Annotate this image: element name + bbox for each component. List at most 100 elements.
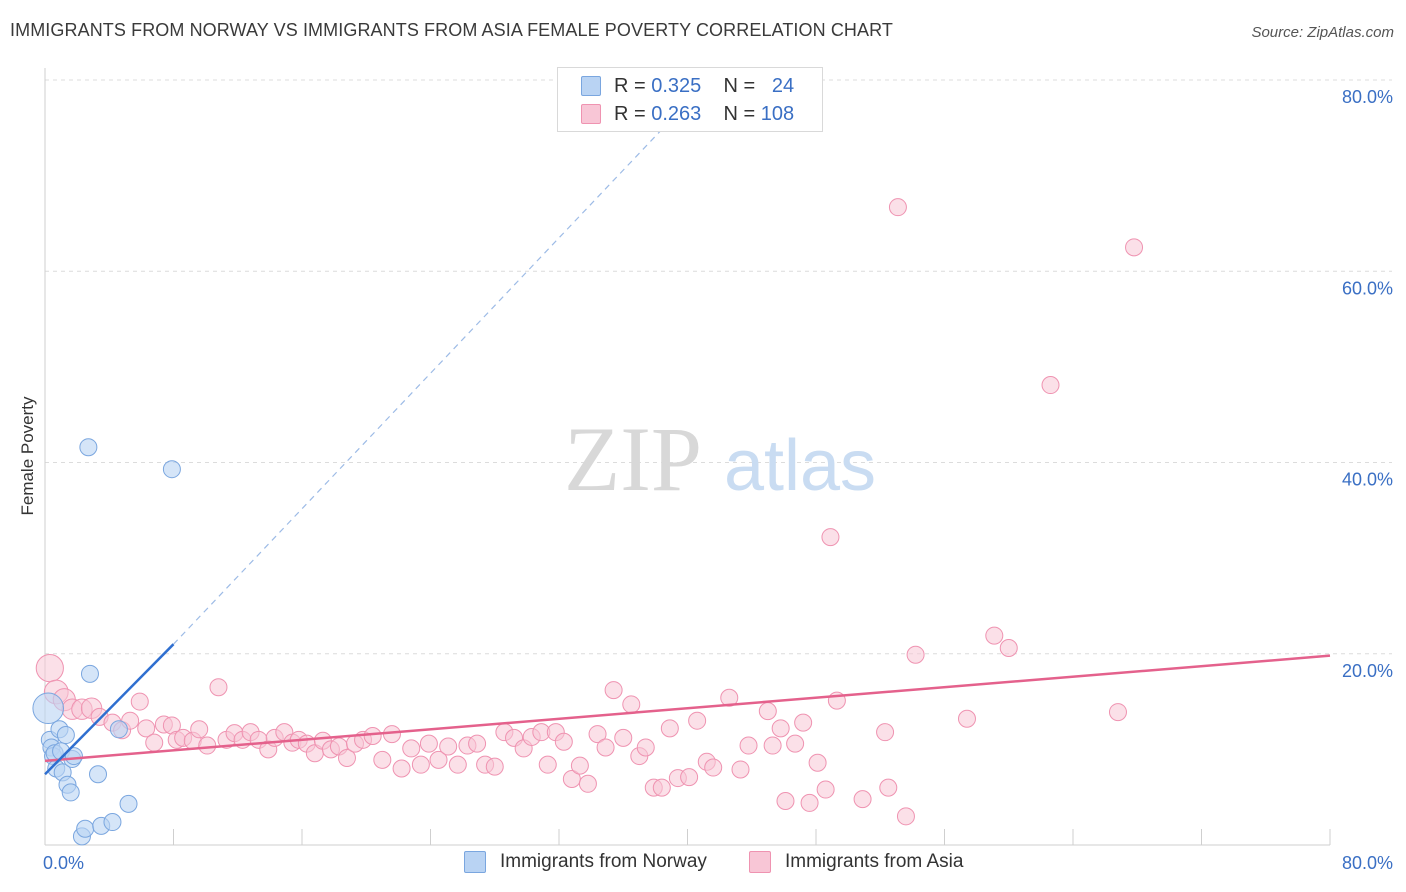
asia-point (896, 807, 915, 826)
legend-asia-swatch (749, 851, 771, 873)
norway-r-label: R = (614, 74, 646, 97)
asia-point (1125, 238, 1144, 257)
asia-r-label: R = (614, 102, 646, 125)
y-tick-label: 80.0% (1342, 87, 1393, 107)
norway-trend-extension (173, 127, 664, 645)
norway-point (119, 794, 138, 813)
asia-point (876, 723, 895, 742)
legend-item-asia: Immigrants from Asia (749, 851, 963, 873)
legend-row-asia: R = 0.263 N = 108 (581, 101, 795, 127)
asia-point (392, 759, 411, 778)
asia-point (906, 645, 925, 664)
asia-point (419, 734, 438, 753)
asia-point (588, 725, 607, 744)
y-tick-label: 20.0% (1342, 661, 1393, 681)
norway-r-value: 0.325 (651, 74, 702, 97)
asia-point (198, 736, 217, 755)
asia-point (614, 728, 633, 747)
norway-n-label: N = (723, 74, 756, 97)
asia-point (985, 626, 1004, 645)
asia-point (145, 733, 164, 752)
asia-point (402, 739, 421, 758)
asia-point (763, 736, 782, 755)
norway-points (32, 438, 181, 846)
asia-point (680, 768, 699, 787)
grid-layer (45, 79, 1392, 655)
asia-point (578, 774, 597, 793)
norway-point (79, 438, 98, 457)
asia-point (636, 738, 655, 757)
asia-point (739, 736, 758, 755)
norway-point (109, 720, 128, 739)
asia-point (660, 719, 679, 738)
asia-point (439, 737, 458, 756)
asia-r-value: 0.263 (651, 102, 702, 125)
asia-point (821, 528, 840, 547)
norway-point (64, 747, 83, 766)
asia-n-value: 108 (760, 102, 795, 125)
legend-norway-label: Immigrants from Norway (500, 851, 707, 872)
asia-point (758, 702, 777, 721)
y-tick-label: 40.0% (1342, 470, 1393, 490)
asia-point (337, 748, 356, 767)
norway-point (76, 819, 95, 838)
asia-swatch (581, 104, 601, 124)
asia-point (888, 198, 907, 217)
source-attribution: Source: ZipAtlas.com (1251, 24, 1394, 41)
asia-n-label: N = (723, 102, 756, 125)
asia-point (554, 732, 573, 751)
norway-n-value: 24 (771, 74, 795, 97)
series-legend: Immigrants from Norway Immigrants from A… (0, 851, 1406, 879)
asia-point (786, 734, 805, 753)
asia-point (448, 755, 467, 774)
asia-point (879, 778, 898, 797)
asia-point (704, 758, 723, 777)
asia-point (190, 720, 209, 739)
norway-point (61, 783, 80, 802)
asia-points (35, 198, 1144, 826)
asia-point (570, 756, 589, 775)
tick-layer: 20.0% 40.0% 60.0% 80.0% 0.0% 80.0% (43, 87, 1393, 873)
trend-layer (44, 127, 1331, 776)
legend-norway-swatch (464, 851, 486, 873)
asia-point (776, 792, 795, 811)
asia-trend-line (44, 654, 1331, 763)
asia-point (411, 755, 430, 774)
legend-asia-label: Immigrants from Asia (785, 851, 964, 872)
norway-point (162, 460, 181, 479)
asia-point (731, 760, 750, 779)
chart-title: IMMIGRANTS FROM NORWAY VS IMMIGRANTS FRO… (10, 20, 894, 40)
y-tick-label: 60.0% (1342, 278, 1393, 298)
asia-point (688, 711, 707, 730)
asia-point (853, 790, 872, 809)
asia-point (373, 750, 392, 769)
asia-point (137, 719, 156, 738)
asia-point (771, 719, 790, 738)
asia-point (429, 750, 448, 769)
asia-point (130, 692, 149, 711)
asia-point (816, 780, 835, 799)
asia-point (957, 709, 976, 728)
asia-point (622, 695, 641, 714)
norway-point (56, 726, 75, 745)
asia-point (800, 793, 819, 812)
asia-point (468, 734, 487, 753)
x-tick-label: 80.0% (1342, 853, 1393, 873)
asia-point (808, 753, 827, 772)
asia-point (604, 681, 623, 700)
asia-point (596, 738, 615, 757)
norway-point (80, 664, 99, 683)
asia-point (538, 755, 557, 774)
watermark-atlas: atlas (724, 426, 876, 506)
correlation-legend: R = 0.325 N = 24 R = 0.263 N = 108 (557, 67, 823, 132)
asia-point (363, 726, 382, 745)
legend-item-norway: Immigrants from Norway (464, 851, 707, 873)
asia-point (652, 778, 671, 797)
norway-point (103, 813, 122, 832)
norway-swatch (581, 76, 601, 96)
asia-point (1108, 703, 1127, 722)
asia-point (209, 678, 228, 697)
norway-point (32, 692, 65, 725)
norway-trend-line (44, 643, 175, 776)
